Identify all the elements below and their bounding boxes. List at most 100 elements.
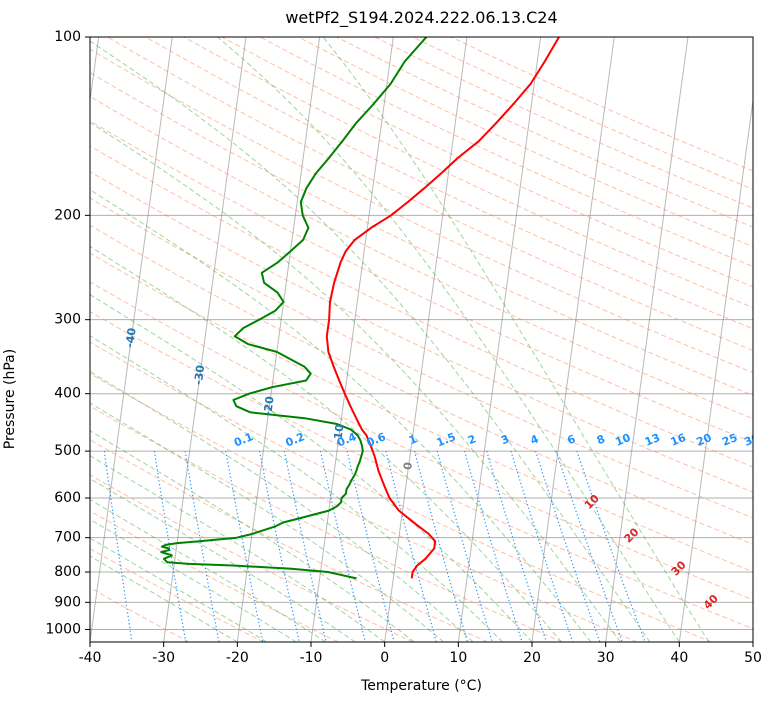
dry-adiabat xyxy=(336,37,753,228)
mixing-ratio-line xyxy=(14,451,35,642)
mixing-ratio-line xyxy=(555,450,623,642)
moist-adiabat xyxy=(90,555,238,642)
moist-adiabat xyxy=(90,40,651,642)
mixing-ratio-line xyxy=(436,450,493,642)
dry-adiabat xyxy=(90,120,753,444)
dry-adiabat xyxy=(90,341,712,642)
y-tick-label: 100 xyxy=(54,29,81,45)
mixing-ratio-line xyxy=(486,450,547,642)
dry-adiabat xyxy=(90,197,753,519)
y-tick-label: 800 xyxy=(54,564,81,580)
theta-label: 10 xyxy=(582,492,602,512)
moist-adiabat xyxy=(90,245,562,642)
moist-adiabat xyxy=(90,537,268,642)
isotherm-label: -60 xyxy=(0,242,3,264)
isotherm-line xyxy=(457,37,542,642)
dry-adiabat xyxy=(90,224,753,545)
mixing-ratio-line xyxy=(184,451,220,642)
isotherm-line xyxy=(678,96,753,642)
mixing-ratio-label: 20 xyxy=(694,431,713,449)
dewpoint-profile-line xyxy=(160,37,428,580)
mixing-ratio-line xyxy=(385,450,437,642)
mixing-ratio-line xyxy=(258,450,300,642)
dry-adiabat xyxy=(90,310,753,630)
dry-adiabat xyxy=(90,252,753,573)
moist-adiabat xyxy=(90,335,503,642)
mixing-ratio-line xyxy=(153,451,187,642)
isotherm-line xyxy=(605,37,689,642)
isotherm-line xyxy=(90,37,173,642)
x-axis-label: Temperature (°C) xyxy=(361,678,482,694)
x-tick-label: 30 xyxy=(597,650,615,666)
mixing-ratio-label: 2 xyxy=(466,432,478,447)
y-axis-label-text: Pressure (hPa) xyxy=(2,348,18,450)
chart-title: wetPf2_S194.2024.222.06.13.C24 xyxy=(285,8,558,27)
dry-adiabat xyxy=(107,37,753,352)
mixing-ratio-label: 0.1 xyxy=(232,430,255,449)
isotherm-label: 0 xyxy=(401,461,415,471)
dry-adiabat xyxy=(90,474,414,642)
isotherm-label: -30 xyxy=(192,364,208,386)
y-tick-label: 1000 xyxy=(45,621,81,637)
dry-adiabat xyxy=(374,37,753,209)
dry-adiabat xyxy=(90,405,563,642)
mixing-ratio-line xyxy=(103,451,133,642)
mixing-ratio-label: 10 xyxy=(613,431,632,449)
dry-adiabat xyxy=(90,95,753,420)
y-tick-label: 400 xyxy=(54,386,81,402)
theta-label: 20 xyxy=(622,525,642,545)
mixing-ratio-line xyxy=(225,450,264,642)
mixing-ratio-line xyxy=(413,450,469,642)
mixing-ratio-label: 0.6 xyxy=(365,430,388,449)
moist-adiabat xyxy=(322,37,710,642)
isotherm-label: -40 xyxy=(123,327,139,349)
mixing-ratio-label: 1 xyxy=(407,432,419,447)
moist-adiabat xyxy=(90,294,533,642)
mixing-ratio-label: 30 xyxy=(742,431,761,449)
dry-adiabat xyxy=(90,71,753,396)
mixing-ratio-line xyxy=(319,450,366,642)
mixing-ratio-line xyxy=(576,450,646,642)
mixing-ratio-label: 6 xyxy=(565,432,577,447)
y-tick-label: 900 xyxy=(54,594,81,610)
dry-adiabat xyxy=(145,37,753,330)
mixing-ratio-line xyxy=(510,450,574,642)
mixing-ratio-label: 36 xyxy=(761,431,775,449)
moist-adiabat xyxy=(90,518,297,642)
y-tick-label: 700 xyxy=(54,530,81,546)
mixing-ratio-label: 4 xyxy=(529,432,541,447)
mixing-ratio-line xyxy=(283,450,327,642)
x-tick-label: 40 xyxy=(670,650,688,666)
mixing-ratio-label: 25 xyxy=(720,431,739,449)
dry-adiabat xyxy=(90,48,753,374)
mixing-ratio-line xyxy=(58,451,82,642)
isotherm-line xyxy=(752,638,753,642)
y-tick-label: 500 xyxy=(54,443,81,459)
mixing-ratio-line xyxy=(535,450,601,642)
y-tick-label: 600 xyxy=(54,490,81,506)
mixing-ratio-label: 8 xyxy=(595,432,607,447)
dry-adiabat xyxy=(90,439,488,642)
mixing-ratio-label: 16 xyxy=(669,431,688,449)
isotherm-line xyxy=(163,37,247,642)
moist-adiabat xyxy=(90,402,444,642)
mixing-ratio-label: 0.2 xyxy=(284,430,307,449)
y-tick-label: 200 xyxy=(54,207,81,223)
x-tick-label: 10 xyxy=(449,650,467,666)
isotherm-label: -20 xyxy=(261,395,277,417)
x-tick-label: -30 xyxy=(152,650,175,666)
moist-adiabat xyxy=(90,189,592,642)
moist-adiabat xyxy=(90,121,621,642)
x-tick-label: -10 xyxy=(300,650,323,666)
moist-adiabat xyxy=(217,37,680,642)
y-axis-label: Pressure (hPa) xyxy=(2,299,18,449)
x-tick-label: 0 xyxy=(380,650,389,666)
mixing-ratio-line xyxy=(464,450,523,642)
y-tick-label: 300 xyxy=(54,312,81,328)
moist-adiabat xyxy=(90,370,474,642)
mixing-ratio-label: 1.5 xyxy=(435,430,458,449)
x-tick-label: -40 xyxy=(79,650,102,666)
isotherm-label: -10 xyxy=(331,423,347,445)
